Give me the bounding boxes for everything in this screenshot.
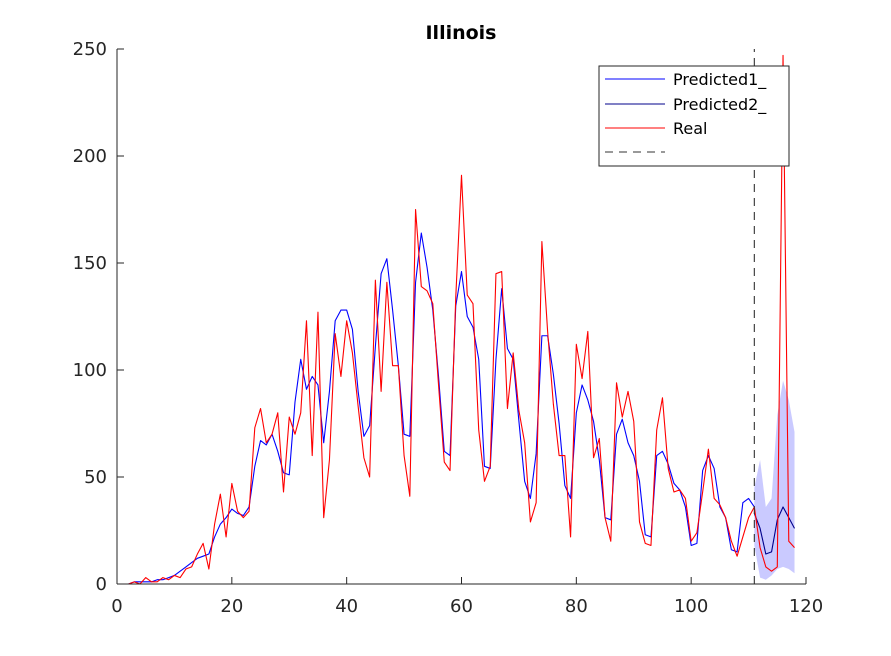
x-tick-label-0: 0 — [111, 596, 122, 617]
series-line-predicted2 — [753, 506, 796, 555]
x-tick-label-60: 60 — [450, 596, 473, 617]
legend-box — [598, 65, 790, 167]
y-tick-label-200: 200 — [73, 146, 107, 167]
series-line-real — [122, 54, 795, 585]
axes: 0 20 40 60 80 100 120 0 50 100 150 200 250 — [73, 39, 824, 617]
y-tick-label-250: 250 — [73, 39, 107, 60]
legend: Predicted1_ Predicted2_ Real — [598, 65, 790, 167]
confidence-band-1 — [754, 380, 795, 580]
x-tick-label-100: 100 — [674, 596, 708, 617]
x-tick-label-120: 120 — [789, 596, 823, 617]
y-tick-label-100: 100 — [73, 360, 107, 381]
legend-label-real: Real — [673, 119, 708, 138]
y-tick-label-150: 150 — [73, 253, 107, 274]
x-tick-label-80: 80 — [565, 596, 588, 617]
y-tick-label-50: 50 — [84, 467, 107, 488]
legend-label-predicted2: Predicted2_ — [673, 95, 767, 115]
x-tick-label-20: 20 — [220, 596, 243, 617]
legend-label-predicted1: Predicted1_ — [673, 70, 767, 90]
x-tick-label-40: 40 — [335, 596, 358, 617]
y-tick-label-0: 0 — [96, 574, 107, 595]
chart-title: Illinois — [425, 22, 496, 44]
plot-area — [122, 49, 796, 585]
